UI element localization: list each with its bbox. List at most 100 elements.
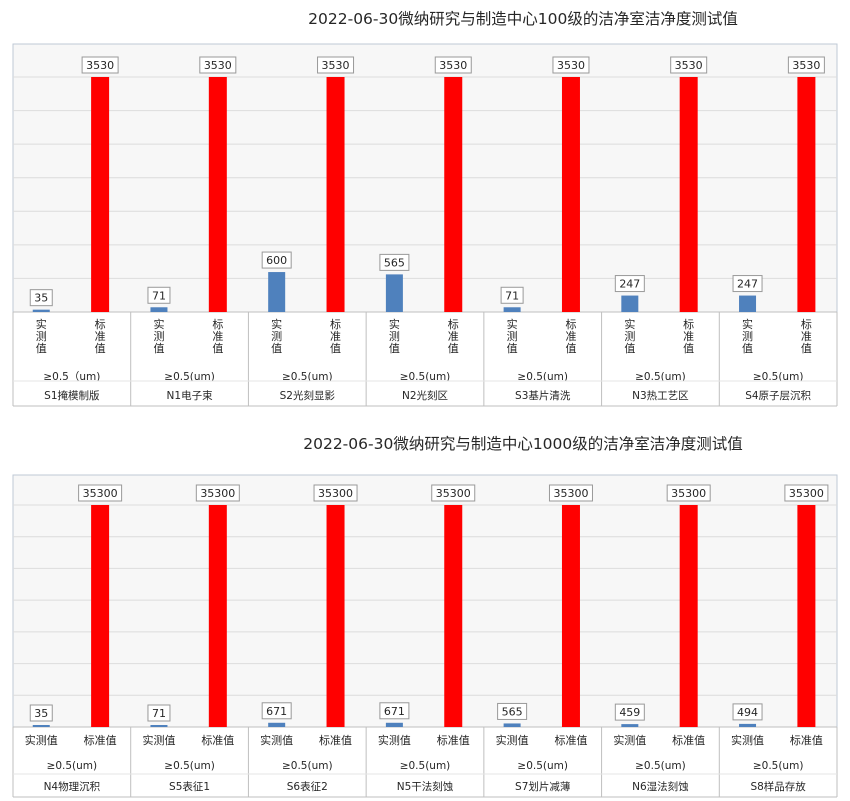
data-label-box: [500, 286, 524, 304]
bar-label: 标准值: [437, 733, 470, 747]
area-label: S6表征2: [287, 780, 328, 793]
chart-100-class-svg: 2022-06-30微纳研究与制造中心100级的洁净室洁净度测试值 35 实测值 35…: [12, 10, 838, 407]
data-label-box: [147, 704, 171, 722]
bar-label: 实测值: [142, 733, 175, 747]
data-label-box: [78, 484, 123, 502]
bar-standard: [444, 77, 463, 312]
bar-measured: [385, 274, 403, 312]
particle-size-label: ≥0.5(um): [635, 371, 686, 383]
bar-label: 实测值: [731, 733, 764, 747]
data-label: 247: [619, 278, 640, 291]
data-label: 565: [502, 705, 523, 718]
bar-standard: [679, 505, 698, 727]
area-label: S3基片清洗: [515, 389, 571, 402]
data-label: 3530: [322, 59, 350, 72]
bar-standard: [91, 505, 110, 727]
data-label: 3530: [86, 59, 114, 72]
data-label: 35: [34, 707, 48, 720]
bar-standard: [91, 77, 110, 312]
data-label-box: [614, 275, 645, 293]
data-label-box: [434, 56, 472, 74]
data-label-box: [195, 484, 240, 502]
bar-label: 实测值: [25, 733, 58, 747]
area-label: N5干法刻蚀: [397, 780, 454, 793]
data-label: 35300: [436, 487, 471, 500]
bar-label: 标准值: [330, 317, 341, 355]
area-label: S4原子层沉积: [745, 389, 811, 402]
data-label: 35300: [671, 487, 706, 500]
data-label-box: [670, 56, 708, 74]
bar-label: 标准值: [565, 317, 576, 355]
bar-label: 实测值: [389, 317, 400, 355]
data-label-box: [379, 253, 410, 271]
chart-title: 2022-06-30微纳研究与制造中心100级的洁净室洁净度测试值: [308, 10, 738, 28]
data-label: 247: [737, 278, 758, 291]
particle-size-label: ≥0.5(um): [47, 760, 98, 772]
particle-size-label: ≥0.5(um): [282, 760, 333, 772]
area-label: N4物理沉积: [44, 780, 101, 793]
data-label-box: [261, 702, 292, 720]
bar-label: 实测值: [496, 733, 529, 747]
bar-measured: [385, 722, 403, 727]
data-label-box: [784, 484, 829, 502]
particle-size-label: ≥0.5(um): [400, 371, 451, 383]
data-label: 671: [384, 705, 405, 718]
data-label-box: [313, 484, 358, 502]
data-label-box: [199, 56, 237, 74]
bar-label: 标准值: [95, 317, 106, 355]
bar-standard: [326, 77, 345, 312]
area-label: S1掩模制版: [44, 389, 100, 402]
bar-label: 实测值: [613, 733, 646, 747]
bar-label: 实测值: [624, 317, 635, 355]
area-label: S8样品存放: [750, 780, 806, 793]
data-label: 71: [152, 707, 166, 720]
particle-size-label: ≥0.5(um): [753, 760, 804, 772]
data-label: 71: [505, 289, 519, 302]
data-label: 3530: [204, 59, 232, 72]
bar-label: 实测值: [260, 733, 293, 747]
data-label-box: [81, 56, 119, 74]
data-label-box: [379, 702, 410, 720]
bar-label: 标准值: [790, 733, 823, 747]
bar-label: 实测值: [36, 317, 47, 355]
bar-measured: [739, 723, 757, 727]
bar-measured: [621, 724, 639, 727]
chart-title: 2022-06-30微纳研究与制造中心1000级的洁净室洁净度测试值: [303, 435, 743, 453]
bar-label: 实测值: [742, 317, 753, 355]
data-label: 35300: [553, 487, 588, 500]
data-label-box: [732, 275, 763, 293]
bar-standard: [797, 77, 816, 312]
data-label-box: [548, 484, 593, 502]
chart-100-class: 2022-06-30微纳研究与制造中心100级的洁净室洁净度测试值 35 实测值 35…: [12, 10, 838, 407]
area-label: N1电子束: [167, 389, 214, 402]
chart-1000-class-svg: 2022-06-30微纳研究与制造中心1000级的洁净室洁净度测试值 35 实测值 3…: [12, 435, 838, 798]
data-label: 565: [384, 256, 405, 269]
bar-measured: [150, 725, 168, 727]
bar-measured: [621, 295, 639, 312]
bar-measured: [503, 723, 521, 727]
data-label-box: [261, 251, 292, 269]
area-label: N6湿法刻蚀: [632, 780, 689, 793]
data-label-box: [29, 704, 53, 722]
bar-label: 标准值: [801, 317, 812, 355]
bar-measured: [268, 722, 286, 727]
bar-label: 标准值: [554, 733, 587, 747]
data-label-box: [666, 484, 711, 502]
data-label-box: [787, 56, 825, 74]
bar-standard: [208, 77, 227, 312]
bar-measured: [268, 272, 286, 312]
bar-measured: [150, 307, 168, 312]
bar-standard: [326, 505, 345, 727]
bar-label: 标准值: [201, 733, 234, 747]
data-label-box: [552, 56, 590, 74]
data-label-box: [732, 703, 763, 721]
data-label: 35300: [789, 487, 824, 500]
area-label: S2光刻显影: [280, 389, 336, 402]
bar-standard: [561, 505, 580, 727]
bar-label: 标准值: [672, 733, 705, 747]
particle-size-label: ≥0.5(um): [164, 371, 215, 383]
particle-size-label: ≥0.5(um): [753, 371, 804, 383]
bar-label: 标准值: [212, 317, 223, 355]
data-label: 3530: [557, 59, 585, 72]
bar-standard: [797, 505, 816, 727]
